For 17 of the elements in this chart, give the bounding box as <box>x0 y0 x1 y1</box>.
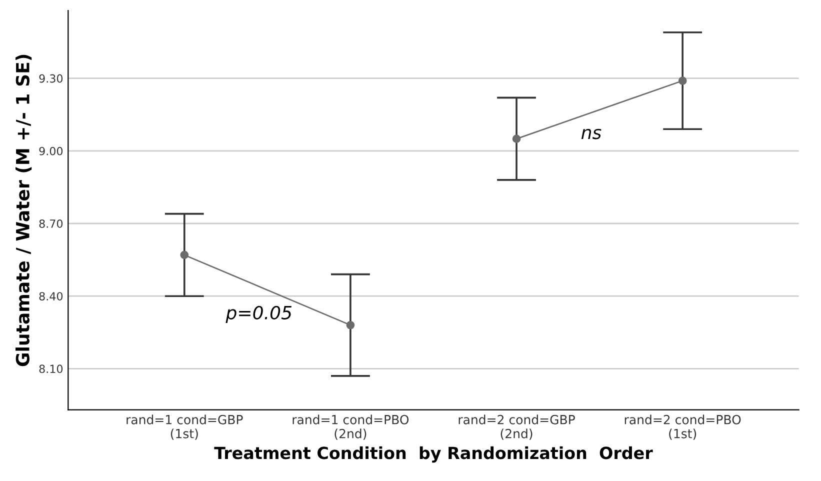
point <box>346 320 355 330</box>
point <box>512 134 521 143</box>
y-tick-label: 9.30 <box>39 74 63 83</box>
y-tick-label: 8.40 <box>39 292 63 300</box>
y-tick-label: 8.70 <box>39 219 63 228</box>
x-tick-label: rand=1 cond=PBO (2nd) <box>292 414 409 440</box>
annotation: p=0.05 <box>226 306 292 323</box>
x-tick-label: rand=1 cond=GBP (1st) <box>126 414 243 440</box>
y-tick-label: 8.10 <box>39 364 63 374</box>
x-tick-label: rand=2 cond=PBO (1st) <box>624 414 741 440</box>
annotation: ns <box>581 128 602 140</box>
point <box>180 250 189 260</box>
x-tick-label: rand=2 cond=GBP (2nd) <box>458 414 575 440</box>
point <box>678 76 687 85</box>
y-tick-label: 9.00 <box>39 146 63 156</box>
y-axis-title: Glutamate / Water (M +/- 1 SE) <box>16 54 32 366</box>
x-axis-title: Treatment Condition by Randomization Order <box>214 446 653 463</box>
